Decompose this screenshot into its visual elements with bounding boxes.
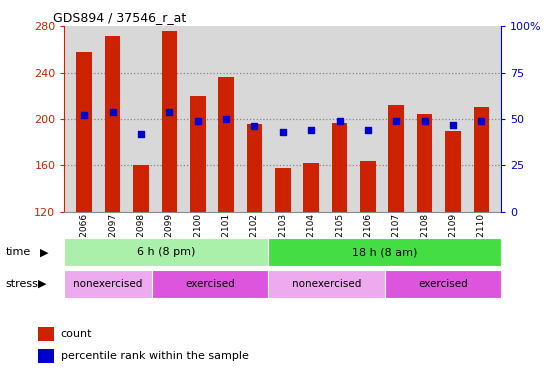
Bar [474, 108, 489, 212]
Point [449, 122, 458, 128]
Bar [360, 161, 376, 212]
Text: ▶: ▶ [38, 279, 46, 289]
Text: GDS894 / 37546_r_at: GDS894 / 37546_r_at [53, 11, 186, 24]
Point [363, 127, 372, 133]
Point [335, 118, 344, 124]
Text: nonexercised: nonexercised [292, 279, 361, 289]
Bar [246, 124, 262, 212]
Point [392, 118, 401, 124]
Text: count: count [60, 329, 92, 339]
Text: stress: stress [6, 279, 39, 289]
Point [108, 109, 117, 115]
Point [278, 129, 287, 135]
Bar [38, 349, 54, 363]
Bar [268, 238, 501, 266]
Bar [77, 52, 92, 212]
Point [250, 123, 259, 129]
Bar [268, 270, 385, 298]
Bar [218, 77, 234, 212]
Point [165, 109, 174, 115]
Point [477, 118, 486, 124]
Text: ▶: ▶ [40, 247, 49, 257]
Bar [304, 163, 319, 212]
Text: time: time [6, 247, 31, 257]
Bar [105, 36, 120, 212]
Point [420, 118, 429, 124]
Bar [64, 270, 152, 298]
Bar [332, 123, 347, 212]
Bar [152, 270, 268, 298]
Text: exercised: exercised [185, 279, 235, 289]
Bar [385, 270, 501, 298]
Point [222, 116, 231, 122]
Bar [133, 165, 149, 212]
Bar [389, 105, 404, 212]
Text: exercised: exercised [418, 279, 468, 289]
Bar [275, 168, 291, 212]
Bar [64, 238, 268, 266]
Bar [417, 114, 432, 212]
Bar [38, 327, 54, 341]
Bar [190, 96, 206, 212]
Bar [161, 31, 177, 212]
Text: 6 h (8 pm): 6 h (8 pm) [137, 247, 195, 257]
Point [80, 112, 88, 118]
Text: 18 h (8 am): 18 h (8 am) [352, 247, 417, 257]
Point [137, 131, 146, 137]
Text: percentile rank within the sample: percentile rank within the sample [60, 351, 249, 361]
Text: nonexercised: nonexercised [73, 279, 143, 289]
Point [307, 127, 316, 133]
Bar [445, 130, 461, 212]
Point [193, 118, 202, 124]
